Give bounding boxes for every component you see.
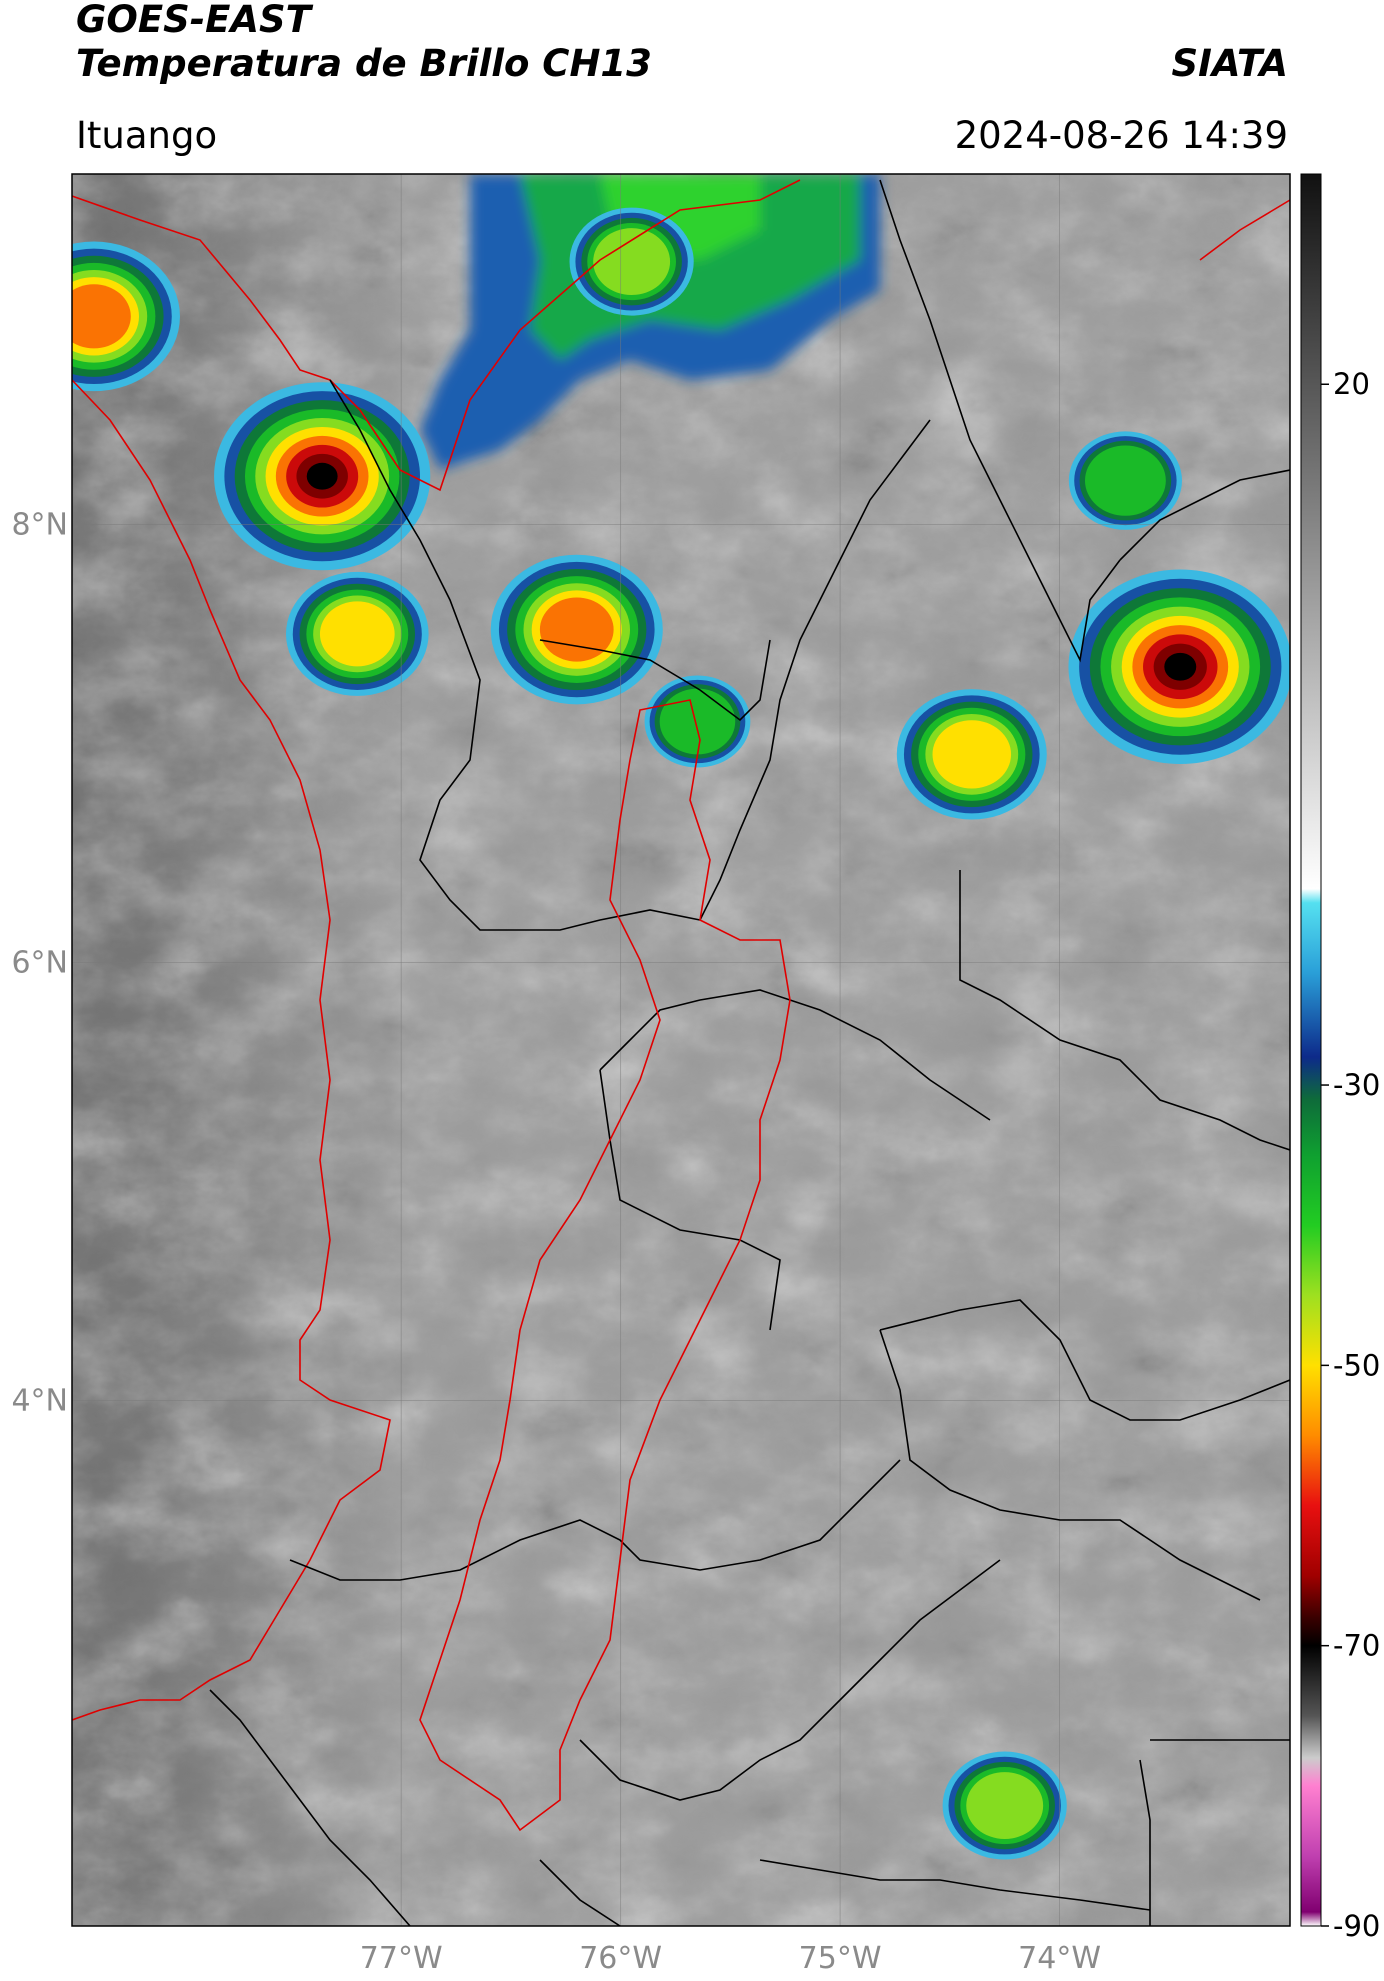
map-frame	[71, 173, 1291, 1927]
lon-tick-label: 77°W	[360, 1941, 443, 1976]
colorbar-tick-label: 20	[1333, 367, 1370, 401]
convective-cell	[72, 241, 180, 392]
department-borders	[209, 179, 1290, 1926]
map-area	[72, 174, 1290, 1926]
colorbar-tick-label: -50	[1333, 1348, 1380, 1382]
convective-cell	[1068, 569, 1290, 764]
axis-labels: 77°W 76°W 75°W 74°W 8°N 6°N 4°N	[11, 507, 1101, 1976]
colorbar-ramp	[1300, 173, 1322, 1927]
lon-tick-label: 76°W	[579, 1941, 662, 1976]
graticule	[72, 174, 1290, 1926]
product-title: Temperatura de Brillo CH13	[76, 42, 652, 85]
lon-tick-label: 74°W	[1018, 1941, 1101, 1976]
cell-contour	[966, 1772, 1044, 1839]
highlight-region-outline	[419, 699, 791, 1832]
colorbar: 20 -30 -50 -70 -90	[1300, 173, 1380, 1943]
cell-contour	[659, 688, 736, 755]
region-label: Ituango	[76, 114, 218, 157]
lat-tick-label: 6°N	[11, 945, 68, 980]
colorbar-tick-label: -90	[1333, 1909, 1380, 1943]
convective-cell	[644, 675, 751, 768]
cell-contour	[72, 284, 131, 349]
timestamp-label: 2024-08-26 14:39	[954, 114, 1288, 157]
organization-label: SIATA	[1171, 42, 1288, 85]
cell-contour	[593, 228, 671, 296]
convective-cell	[214, 382, 431, 571]
lat-tick-label: 8°N	[11, 507, 68, 542]
convective-cell	[285, 571, 429, 696]
coastline	[72, 179, 1290, 1721]
convective-cell	[569, 207, 694, 316]
cell-contour	[1084, 445, 1166, 516]
lat-tick-label: 4°N	[11, 1383, 68, 1418]
cell-contour	[306, 462, 338, 490]
convective-cell	[490, 554, 663, 705]
convective-cell	[896, 689, 1047, 820]
cell-contour	[932, 720, 1012, 789]
cell-contour	[539, 597, 614, 662]
colorbar-tick-label: -70	[1333, 1629, 1380, 1663]
colorbar-tick-label: -30	[1333, 1068, 1380, 1102]
convective-cells	[72, 207, 1290, 1860]
convective-cell	[942, 1751, 1067, 1860]
cell-contour	[1164, 652, 1197, 681]
colorbar-ticks: 20 -30 -50 -70 -90	[1321, 367, 1380, 1943]
lon-tick-label: 75°W	[799, 1941, 882, 1976]
satellite-title: GOES-EAST	[76, 0, 311, 41]
cell-contour	[319, 601, 395, 667]
convective-cell	[1068, 431, 1182, 530]
